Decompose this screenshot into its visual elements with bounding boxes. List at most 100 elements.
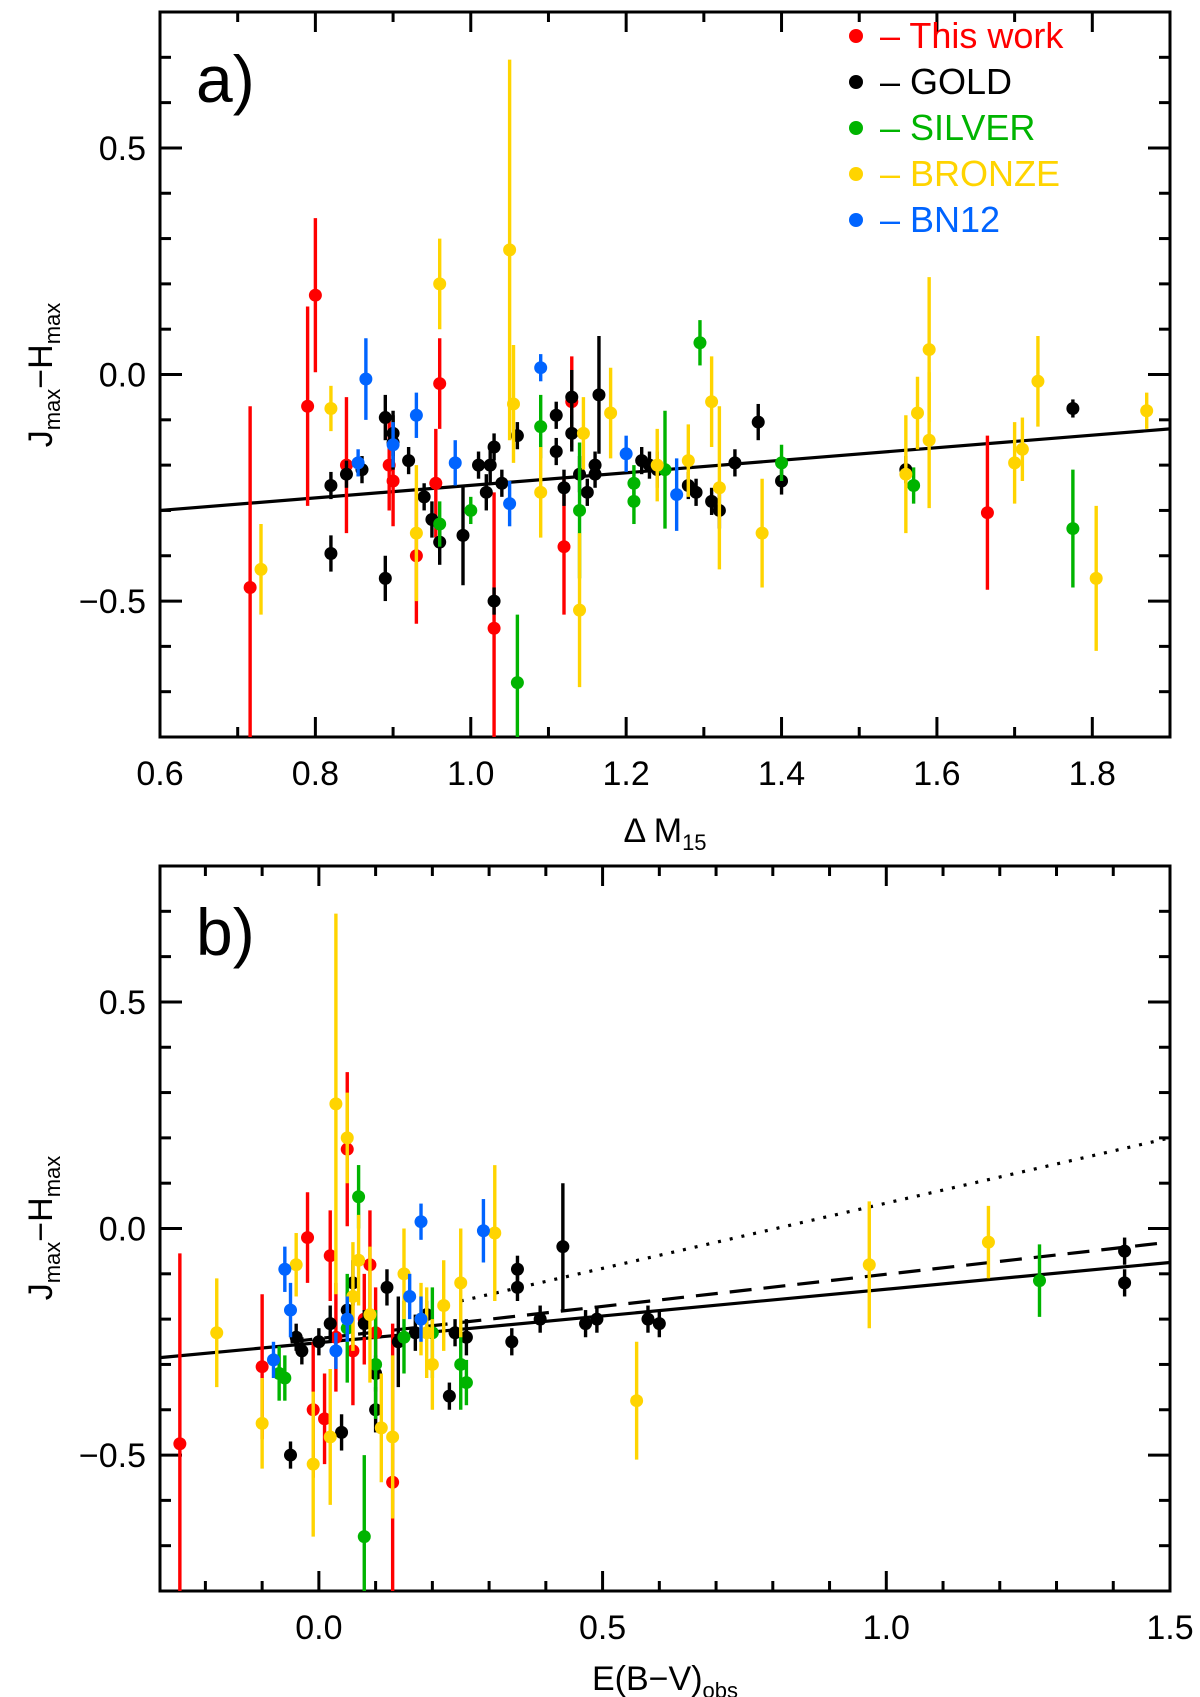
panel-a-data-point-bronze xyxy=(254,562,268,576)
panel-a-data-point-gold xyxy=(705,494,719,508)
panel-a-data-point-bronze xyxy=(573,603,587,617)
panel-a-tick-labels: 0.6 0.8 1.0 1.2 1.4 1.6 1.8 −0.5 0.0 0.5 xyxy=(79,130,1116,793)
panel-a-data-point-silver xyxy=(1066,522,1080,536)
panel-b-tick-labels: 0.0 0.5 1.0 1.5 −0.5 0.0 0.5 xyxy=(79,984,1194,1647)
panel-a-data-point-bronze xyxy=(681,454,695,468)
panel-a-x-tick-label: 1.2 xyxy=(603,755,650,793)
panel-a-data-point-gold xyxy=(456,528,470,542)
panel-a-y-tick-label: −0.5 xyxy=(79,583,146,621)
panel-b-data-point-silver xyxy=(459,1376,473,1390)
panel-a-data-point-this-work xyxy=(980,506,994,520)
panel-a-data-point-silver xyxy=(433,517,447,531)
panel-a-data-point-bn12 xyxy=(386,438,400,452)
panel-b-data-point-bronze xyxy=(340,1131,354,1145)
panel-b-data-point-bronze xyxy=(386,1430,400,1444)
panel-b-data-point-bn12 xyxy=(476,1224,490,1238)
panel-b-y-tick-label: 0.5 xyxy=(99,984,146,1022)
panel-a-data-point-gold xyxy=(689,485,703,499)
panel-b-data-point-gold xyxy=(459,1330,473,1344)
panel-b-fit-line-dotted xyxy=(460,1136,1171,1303)
panel-a-data-point-gold xyxy=(378,571,392,585)
panel-a-data-point-gold xyxy=(549,445,563,459)
panel-b-data-point-gold xyxy=(408,1326,422,1340)
panel-a-data-point-gold xyxy=(324,546,338,560)
panel-b-data-point-gold xyxy=(380,1280,394,1294)
panel-b-data-point-gold xyxy=(295,1344,309,1358)
panel-b-data-point-gold xyxy=(510,1280,524,1294)
panel-a-data-point-bronze xyxy=(1140,404,1154,418)
panel-a-data-point-bronze xyxy=(507,397,520,411)
panel-a-data-point-bronze xyxy=(922,433,936,447)
legend-label: – This work xyxy=(880,15,1064,56)
panel-b-data-point-bronze xyxy=(420,1326,434,1340)
panel-a-data-point-this-work xyxy=(308,288,322,302)
panel-a-data-point-gold xyxy=(580,485,594,499)
panel-a-data-point-bronze xyxy=(324,401,338,415)
panel-a-data-point-this-work xyxy=(433,377,447,391)
panel-b-y-tick-label: 0.0 xyxy=(99,1211,146,1249)
panel-a-data-point-bronze xyxy=(1015,442,1029,456)
panel-b-data-point-silver xyxy=(357,1530,371,1544)
panel-b-data-point-gold xyxy=(533,1312,547,1326)
panel-a-x-axis-title: Δ M15 xyxy=(623,812,706,855)
panel-a-data-point-bn12 xyxy=(619,447,633,461)
panel-a-data-point-bronze xyxy=(712,481,726,495)
panel-b-data-point-bronze xyxy=(210,1326,224,1340)
panel-a-data-point-silver xyxy=(573,503,587,517)
panel-b-y-tick-label: −0.5 xyxy=(79,1437,146,1475)
panel-a-x-tick-label: 1.8 xyxy=(1069,755,1116,793)
panel-b-data-point-gold xyxy=(510,1262,524,1276)
panel-a-data-point-gold xyxy=(339,467,353,481)
panel-a-x-tick-label: 0.6 xyxy=(136,755,183,793)
panel-b-data-point-gold xyxy=(590,1312,604,1326)
panel-a-data-point-gold xyxy=(483,458,497,472)
panel-a-x-tick-label: 1.0 xyxy=(447,755,494,793)
panel-b-data-point-bronze xyxy=(862,1258,876,1272)
panel-a-data-point-silver xyxy=(775,456,789,470)
panel-b-x-tick-label: 1.0 xyxy=(863,1609,910,1647)
panel-b-data-point-gold xyxy=(312,1335,326,1349)
panel-a-data-point-bronze xyxy=(911,406,924,420)
panel-a-data-point-bn12 xyxy=(534,361,548,375)
panel-b-data-point-bn12 xyxy=(414,1312,428,1326)
panel-b-data-point-bronze xyxy=(323,1430,337,1444)
panel-a-data-point-bronze xyxy=(433,277,447,291)
panel-b-data-point-gold xyxy=(335,1425,349,1439)
panel-b-data-point-silver xyxy=(397,1330,411,1344)
panel-b-data-point-silver xyxy=(369,1357,383,1371)
panel-a-data-point-bronze xyxy=(1008,456,1022,470)
panel-b-data-point-gold xyxy=(505,1335,519,1349)
panel-a-data-point-silver xyxy=(693,336,707,350)
panel-a-data-point-bronze xyxy=(534,485,548,499)
panel-a-data-point-silver xyxy=(627,476,641,490)
panel-a-data-point-gold xyxy=(557,481,571,495)
panel-a-y-tick-label: 0.0 xyxy=(99,357,146,395)
panel-a: 0.6 0.8 1.0 1.2 1.4 1.6 1.8 −0.5 0.0 0.5 a) Δ M15… xyxy=(22,10,1172,855)
panel-b-data-point-silver xyxy=(454,1357,468,1371)
panel-a-data-point-bronze xyxy=(604,406,618,420)
panel-b: 0.0 0.5 1.0 1.5 −0.5 0.0 0.5 b) E(B−V)obs Jmax… xyxy=(22,864,1194,1697)
panel-a-data-point-silver xyxy=(534,420,548,434)
panel-a-x-tick-label: 1.4 xyxy=(758,755,805,793)
panel-a-data-point-this-work xyxy=(557,540,571,554)
panel-b-data-point-bronze xyxy=(289,1258,303,1272)
panel-b-data-point-bronze xyxy=(346,1289,360,1303)
panel-a-data-point-bn12 xyxy=(448,456,462,470)
legend-marker xyxy=(849,75,863,89)
panel-b-data-point-gold xyxy=(448,1326,462,1340)
panel-b-data-point-bronze xyxy=(454,1276,468,1290)
legend-marker xyxy=(849,29,863,43)
panel-b-data-point-bn12 xyxy=(403,1289,417,1303)
panel-a-data-point-gold xyxy=(378,411,392,425)
panel-a-data-point-bronze xyxy=(705,395,719,409)
panel-b-data-point-this-work xyxy=(255,1360,269,1374)
panel-a-data-point-gold xyxy=(479,485,493,499)
panel-b-data-point-bronze xyxy=(352,1253,366,1267)
panel-a-data-point-gold xyxy=(417,490,431,504)
panel-a-data-point-bronze xyxy=(1031,374,1045,388)
panel-b-data-point-bronze xyxy=(630,1394,644,1408)
panel-b-data-point-bn12 xyxy=(340,1312,354,1326)
panel-b-data-point-bronze xyxy=(306,1457,320,1471)
legend-marker xyxy=(849,121,863,135)
